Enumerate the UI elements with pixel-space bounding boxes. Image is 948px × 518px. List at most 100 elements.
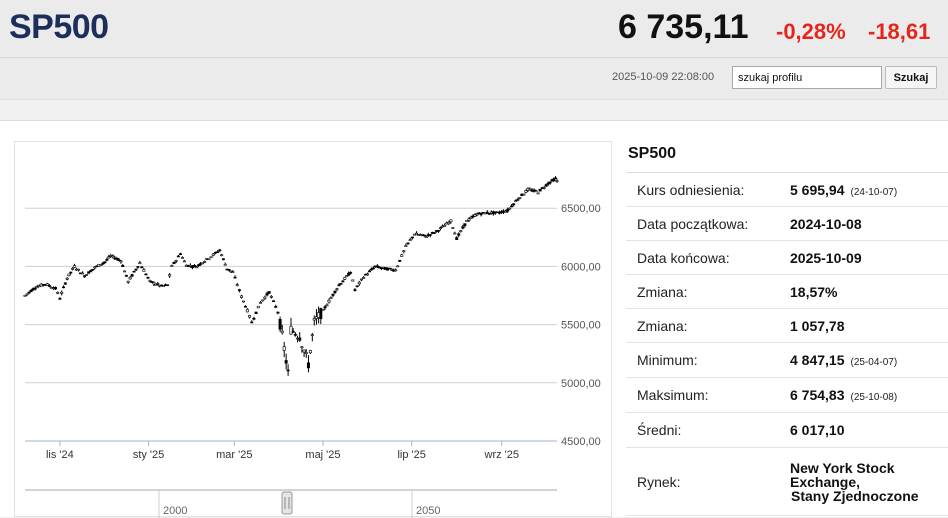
y-tick-label: 4500,00 xyxy=(561,436,601,448)
info-row-label: Kurs odniesienia: xyxy=(637,181,745,198)
symbol-title: SP500 xyxy=(9,8,109,46)
candle-body xyxy=(508,207,512,210)
candle-body xyxy=(465,220,469,222)
candle-body xyxy=(256,305,260,309)
x-tick-label: lis '24 xyxy=(46,449,74,461)
candle-body xyxy=(267,291,271,294)
candle-body xyxy=(23,295,27,297)
candle-body xyxy=(168,274,172,277)
candle-body xyxy=(512,203,516,206)
candle-body xyxy=(33,287,37,290)
candle-body xyxy=(83,275,87,278)
candle-body xyxy=(27,291,31,294)
candle-body xyxy=(172,261,176,264)
candle-body xyxy=(554,177,558,180)
candle-body xyxy=(339,283,343,285)
info-row: Zmiana: 1 057,78 xyxy=(626,309,948,343)
quote-timestamp: 2025-10-09 22:08:00 xyxy=(612,71,715,83)
info-row-value: 2024-10-08 xyxy=(790,215,862,232)
candle-body xyxy=(410,236,414,239)
search-input[interactable] xyxy=(732,66,882,89)
candle-body xyxy=(475,213,479,216)
price-chart[interactable]: 6500,00 6000,00 5500,00 5000,00 4500,00 lis '… xyxy=(14,141,613,518)
candle-body xyxy=(369,268,373,271)
candle-body xyxy=(428,234,432,236)
candle-body xyxy=(422,234,426,237)
candle-body xyxy=(156,283,160,285)
candle-body xyxy=(408,239,412,241)
candle-body xyxy=(343,277,347,280)
candle-body xyxy=(396,265,400,268)
candle-body xyxy=(546,182,550,185)
candle-body xyxy=(119,260,123,263)
navigator-label: 2000 xyxy=(163,505,187,517)
candle-body xyxy=(548,181,552,184)
candle-body xyxy=(146,276,150,279)
info-row: Data początkowa: 2024-10-08 xyxy=(626,207,948,241)
candle-body xyxy=(451,227,455,229)
candle-body xyxy=(45,283,49,286)
candle-body xyxy=(201,262,205,265)
candle-body xyxy=(514,200,518,202)
candle-body xyxy=(284,360,288,364)
candle-body xyxy=(357,281,361,285)
candle-body xyxy=(477,212,481,215)
candle-body xyxy=(485,211,489,214)
candle-body xyxy=(459,230,463,232)
candle-body xyxy=(506,209,510,212)
candle-body xyxy=(375,265,379,268)
candle-body xyxy=(243,305,247,308)
candle-body xyxy=(469,216,473,219)
candle-body xyxy=(130,274,134,277)
candle-body xyxy=(522,193,526,196)
x-tick-label: lip '25 xyxy=(397,449,425,461)
info-panel: SP500 Kurs odniesienia: 5 695,94 (24-10-07… xyxy=(626,141,948,516)
candle-body xyxy=(54,287,58,290)
candle-body xyxy=(345,275,349,277)
candle-body xyxy=(35,286,39,289)
candle-body xyxy=(400,254,404,257)
candle-body xyxy=(103,261,107,263)
x-tick-label: maj '25 xyxy=(305,449,340,461)
navigator-handle[interactable] xyxy=(281,491,293,515)
info-row-label: Zmiana: xyxy=(637,317,688,334)
info-row: Rynek: New York Stock Exchange, Stany Zjedn… xyxy=(626,448,948,516)
candle-body xyxy=(333,290,337,293)
candle-body xyxy=(248,315,252,318)
candle-body xyxy=(138,262,142,265)
candle-body xyxy=(291,331,295,333)
x-tick-label: mar '25 xyxy=(216,449,252,461)
candle-body xyxy=(76,268,80,271)
candle-body xyxy=(63,282,67,285)
info-row-label: Data początkowa: xyxy=(637,215,749,232)
candle-body xyxy=(195,266,199,269)
candle-body xyxy=(463,223,467,226)
candle-body xyxy=(308,350,312,354)
candle-body xyxy=(325,304,329,307)
candle-body xyxy=(162,285,166,287)
candle-body xyxy=(107,256,111,259)
candle-body xyxy=(300,346,304,349)
candle-body xyxy=(282,346,286,351)
candle-body xyxy=(286,369,290,372)
candle-body xyxy=(221,258,225,260)
candle-body xyxy=(203,261,207,263)
candle-body xyxy=(165,284,169,287)
candle-body xyxy=(366,273,370,276)
chart-canvas[interactable]: 6500,00 6000,00 5500,00 5000,00 4500,00 lis '… xyxy=(15,142,613,518)
candle-body xyxy=(447,222,451,225)
search-button[interactable]: Szukaj xyxy=(885,66,937,89)
info-row: Kurs odniesienia: 5 695,94 (24-10-07) xyxy=(626,173,948,207)
candle-body xyxy=(510,205,514,208)
candle-body xyxy=(218,249,222,252)
candle-body xyxy=(436,230,440,232)
navigator-label: 2050 xyxy=(416,505,440,517)
candle-body xyxy=(192,264,196,267)
candle-body xyxy=(126,280,130,283)
candle-body xyxy=(518,197,522,199)
candle-body xyxy=(227,269,231,271)
candle-body xyxy=(237,289,241,292)
y-tick-label: 6000,00 xyxy=(561,261,601,273)
candle-body xyxy=(150,281,154,283)
candle-body xyxy=(353,289,357,291)
